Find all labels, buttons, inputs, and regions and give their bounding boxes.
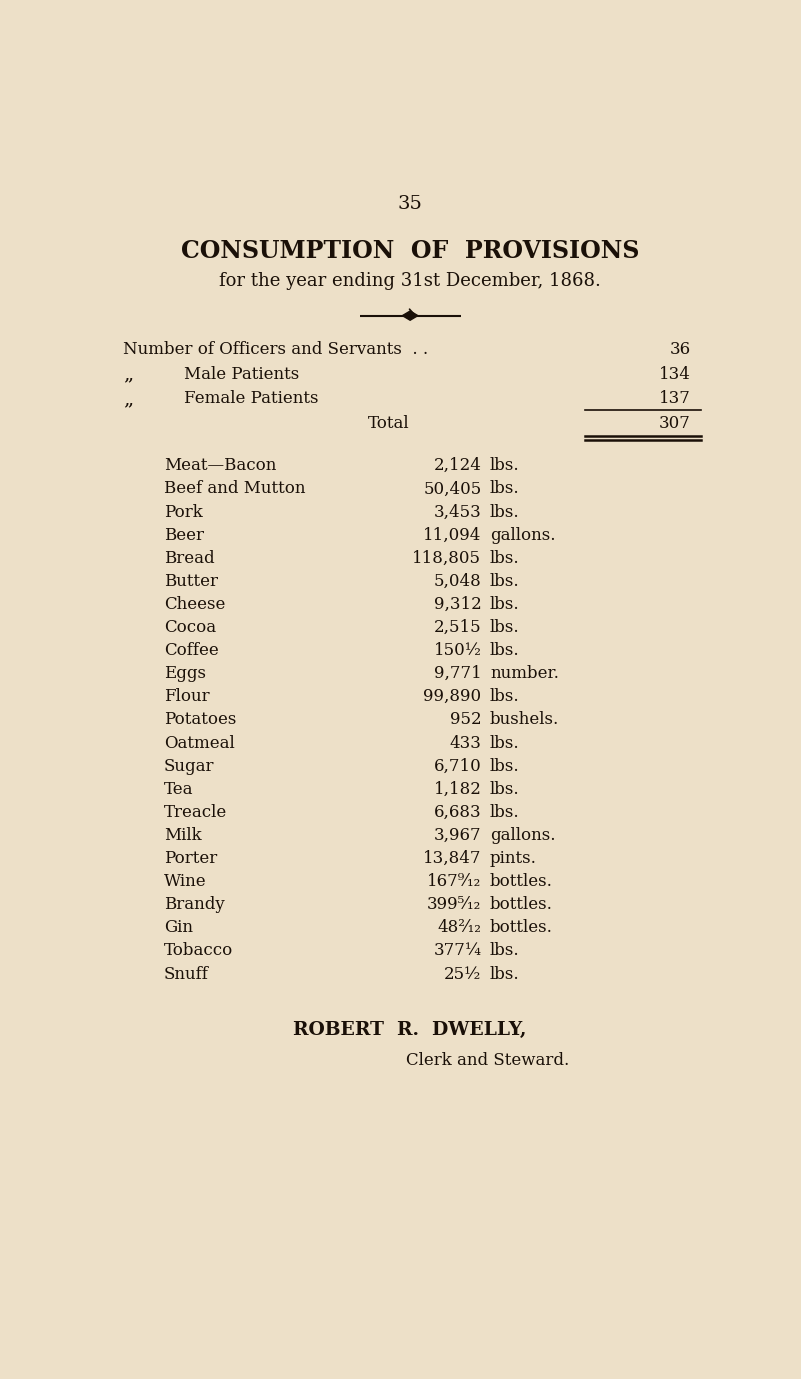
- Text: lbs.: lbs.: [490, 550, 520, 567]
- Text: ROBERT  R.  DWELLY,: ROBERT R. DWELLY,: [293, 1020, 527, 1038]
- Text: for the year ending 31st December, 1868.: for the year ending 31st December, 1868.: [219, 272, 601, 290]
- Text: 307: 307: [658, 415, 690, 432]
- Text: Brandy: Brandy: [163, 896, 224, 913]
- Text: lbs.: lbs.: [490, 942, 520, 960]
- Text: Male Patients: Male Patients: [183, 365, 299, 383]
- Text: 167⁹⁄₁₂: 167⁹⁄₁₂: [427, 873, 481, 889]
- Text: Beer: Beer: [163, 527, 203, 543]
- Text: 2,124: 2,124: [433, 458, 481, 474]
- Text: gallons.: gallons.: [490, 827, 555, 844]
- Text: 134: 134: [658, 365, 690, 383]
- Text: 25½: 25½: [445, 965, 481, 982]
- Text: Number of Officers and Servants  . .: Number of Officers and Servants . .: [123, 341, 429, 359]
- Text: lbs.: lbs.: [490, 781, 520, 797]
- Text: 36: 36: [670, 341, 690, 359]
- Text: Flour: Flour: [163, 688, 209, 705]
- Text: Oatmeal: Oatmeal: [163, 735, 235, 752]
- Text: 2,515: 2,515: [434, 619, 481, 636]
- Text: Total: Total: [368, 415, 409, 432]
- Text: lbs.: lbs.: [490, 480, 520, 498]
- Text: gallons.: gallons.: [490, 527, 555, 543]
- Text: 13,847: 13,847: [423, 849, 481, 867]
- Text: Gin: Gin: [163, 920, 193, 936]
- Text: lbs.: lbs.: [490, 757, 520, 775]
- Text: 50,405: 50,405: [423, 480, 481, 498]
- Text: 3,453: 3,453: [433, 503, 481, 520]
- Text: pints.: pints.: [490, 849, 537, 867]
- Text: CONSUMPTION  OF  PROVISIONS: CONSUMPTION OF PROVISIONS: [181, 239, 639, 262]
- Text: Porter: Porter: [163, 849, 217, 867]
- Text: 9,771: 9,771: [433, 665, 481, 683]
- Text: Milk: Milk: [163, 827, 201, 844]
- Text: Butter: Butter: [163, 572, 218, 590]
- Text: Tea: Tea: [163, 781, 193, 797]
- Text: Meat—Bacon: Meat—Bacon: [163, 458, 276, 474]
- Text: Wine: Wine: [163, 873, 207, 889]
- Text: lbs.: lbs.: [490, 458, 520, 474]
- Text: 5,048: 5,048: [433, 572, 481, 590]
- Polygon shape: [402, 312, 418, 320]
- Text: Pork: Pork: [163, 503, 203, 520]
- Text: Sugar: Sugar: [163, 757, 214, 775]
- Text: bushels.: bushels.: [490, 712, 559, 728]
- Text: 399⁵⁄₁₂: 399⁵⁄₁₂: [427, 896, 481, 913]
- Text: lbs.: lbs.: [490, 804, 520, 821]
- Text: 11,094: 11,094: [423, 527, 481, 543]
- Text: 137: 137: [658, 390, 690, 407]
- Text: 3,967: 3,967: [434, 827, 481, 844]
- Text: Eggs: Eggs: [163, 665, 206, 683]
- Text: number.: number.: [490, 665, 559, 683]
- Text: 99,890: 99,890: [423, 688, 481, 705]
- Text: 952: 952: [450, 712, 481, 728]
- Text: lbs.: lbs.: [490, 643, 520, 659]
- Text: 6,683: 6,683: [434, 804, 481, 821]
- Text: Female Patients: Female Patients: [183, 390, 318, 407]
- Text: 6,710: 6,710: [433, 757, 481, 775]
- Text: Beef and Mutton: Beef and Mutton: [163, 480, 305, 498]
- Text: lbs.: lbs.: [490, 688, 520, 705]
- Text: Cheese: Cheese: [163, 596, 225, 612]
- Text: 48²⁄₁₂: 48²⁄₁₂: [437, 920, 481, 936]
- Text: Snuff: Snuff: [163, 965, 208, 982]
- Text: 433: 433: [449, 735, 481, 752]
- Text: bottles.: bottles.: [490, 896, 553, 913]
- Text: 1,182: 1,182: [433, 781, 481, 797]
- Text: Clerk and Steward.: Clerk and Steward.: [406, 1052, 570, 1069]
- Text: 118,805: 118,805: [413, 550, 481, 567]
- Text: Potatoes: Potatoes: [163, 712, 236, 728]
- Text: bottles.: bottles.: [490, 873, 553, 889]
- Text: Tobacco: Tobacco: [163, 942, 233, 960]
- Text: „: „: [123, 365, 134, 383]
- Text: lbs.: lbs.: [490, 965, 520, 982]
- Text: 35: 35: [397, 194, 423, 212]
- Text: 377¼: 377¼: [433, 942, 481, 960]
- Text: 150½: 150½: [433, 643, 481, 659]
- Text: Cocoa: Cocoa: [163, 619, 215, 636]
- Text: Treacle: Treacle: [163, 804, 227, 821]
- Text: lbs.: lbs.: [490, 619, 520, 636]
- Text: lbs.: lbs.: [490, 503, 520, 520]
- Text: „: „: [123, 390, 134, 408]
- Text: Bread: Bread: [163, 550, 215, 567]
- Text: lbs.: lbs.: [490, 596, 520, 612]
- Text: lbs.: lbs.: [490, 735, 520, 752]
- Text: Coffee: Coffee: [163, 643, 219, 659]
- Text: 9,312: 9,312: [433, 596, 481, 612]
- Text: bottles.: bottles.: [490, 920, 553, 936]
- Text: lbs.: lbs.: [490, 572, 520, 590]
